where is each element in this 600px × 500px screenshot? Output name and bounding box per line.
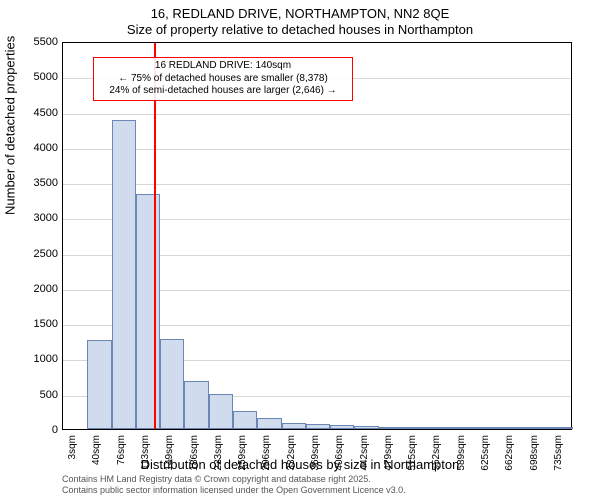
- y-tick-label: 4000: [34, 142, 58, 154]
- histogram-bar: [500, 427, 524, 429]
- chart-title-main: 16, REDLAND DRIVE, NORTHAMPTON, NN2 8QE: [0, 6, 600, 21]
- annotation-line-3: 24% of semi-detached houses are larger (…: [98, 85, 348, 98]
- annotation-line-1: 16 REDLAND DRIVE: 140sqm: [98, 60, 348, 73]
- histogram-bar: [282, 423, 306, 429]
- histogram-bar: [112, 120, 136, 429]
- histogram-bar: [233, 411, 257, 429]
- chart-title-sub: Size of property relative to detached ho…: [0, 22, 600, 37]
- gridline: [63, 184, 571, 185]
- histogram-bar: [160, 339, 184, 429]
- histogram-bar: [549, 427, 573, 429]
- y-tick-label: 1500: [34, 318, 58, 330]
- attribution-line-1: Contains HM Land Registry data © Crown c…: [62, 474, 406, 485]
- y-tick-label: 4500: [34, 107, 58, 119]
- histogram-bar: [452, 427, 476, 429]
- y-tick-label: 1000: [34, 353, 58, 365]
- histogram-bar: [306, 424, 330, 429]
- histogram-bar: [379, 427, 403, 429]
- y-axis-label: Number of detached properties: [3, 36, 18, 215]
- x-axis-label: Distribution of detached houses by size …: [0, 457, 600, 472]
- y-tick-label: 2500: [34, 248, 58, 260]
- gridline: [63, 149, 571, 150]
- y-tick-label: 500: [40, 389, 58, 401]
- annotation-box: 16 REDLAND DRIVE: 140sqm← 75% of detache…: [93, 57, 353, 101]
- histogram-bar: [403, 427, 427, 429]
- y-tick-label: 3000: [34, 212, 58, 224]
- reference-line: [154, 43, 156, 429]
- histogram-bar: [427, 427, 451, 429]
- histogram-bar: [330, 425, 354, 429]
- plot-area: 16 REDLAND DRIVE: 140sqm← 75% of detache…: [62, 42, 572, 430]
- histogram-bar: [87, 340, 111, 429]
- y-tick-label: 5000: [34, 71, 58, 83]
- histogram-bar: [257, 418, 281, 429]
- annotation-line-2: ← 75% of detached houses are smaller (8,…: [98, 73, 348, 86]
- y-tick-label: 3500: [34, 177, 58, 189]
- gridline: [63, 114, 571, 115]
- histogram-bar: [354, 426, 378, 429]
- attribution-text: Contains HM Land Registry data © Crown c…: [62, 474, 406, 496]
- histogram-bar: [476, 427, 500, 429]
- y-tick-label: 5500: [34, 36, 58, 48]
- histogram-bar: [209, 394, 233, 429]
- histogram-bar: [524, 427, 548, 429]
- histogram-bar: [184, 381, 208, 429]
- y-tick-label: 0: [52, 424, 58, 436]
- attribution-line-2: Contains public sector information licen…: [62, 485, 406, 496]
- histogram-bar: [136, 194, 160, 429]
- histogram-chart: 16, REDLAND DRIVE, NORTHAMPTON, NN2 8QE …: [0, 0, 600, 500]
- y-tick-label: 2000: [34, 283, 58, 295]
